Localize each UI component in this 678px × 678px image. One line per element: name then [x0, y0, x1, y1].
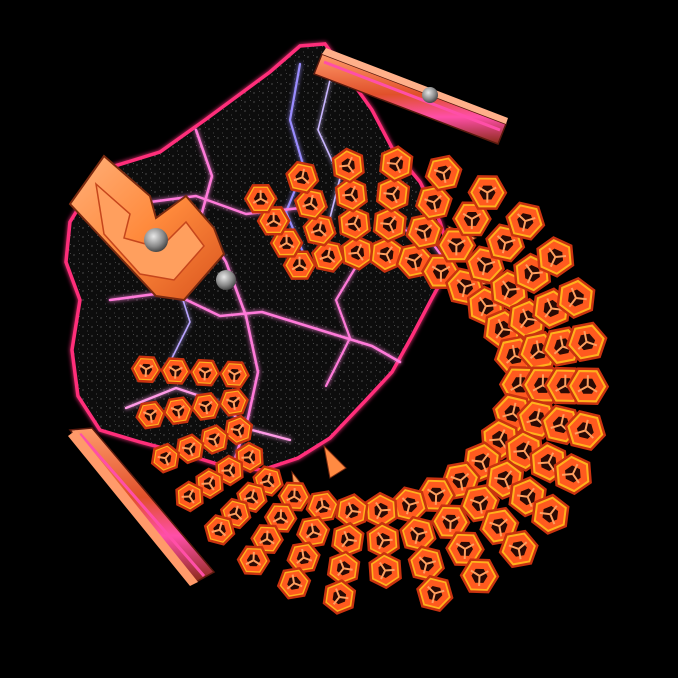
honeycomb-cell — [250, 524, 284, 554]
honeycomb-cell — [375, 175, 411, 213]
honeycomb-cell — [564, 410, 607, 451]
starry-panel — [64, 42, 454, 472]
honeycomb-cell — [366, 521, 400, 560]
honeycomb-cell — [364, 491, 398, 529]
honeycomb-cell — [175, 480, 204, 513]
honeycomb-cell — [215, 454, 244, 487]
wrench — [68, 154, 236, 302]
honeycomb-cell — [130, 355, 162, 384]
honeycomb-cell — [276, 566, 312, 600]
honeycomb-cell — [335, 493, 369, 529]
honeycomb-cell — [337, 205, 372, 242]
honeycomb-cell — [436, 227, 477, 263]
honeycomb-cell — [310, 239, 346, 273]
honeycomb-cell — [277, 481, 312, 512]
screw-ring — [216, 270, 236, 290]
honeycomb-cell — [553, 452, 592, 496]
honeycomb-cell — [135, 400, 166, 430]
screw-top — [422, 87, 438, 103]
honeycomb-cell — [286, 541, 321, 574]
honeycomb-cell — [516, 398, 558, 440]
honeycomb-cell — [236, 545, 271, 576]
honeycomb-cell — [372, 205, 407, 243]
honeycomb-cell — [190, 392, 222, 421]
honeycomb-cell — [160, 357, 191, 385]
honeycomb-cell — [162, 396, 194, 426]
honeycomb-cell — [219, 360, 250, 389]
honeycomb-ring — [130, 145, 610, 615]
honeycomb-cell — [430, 504, 471, 540]
honeycomb-cell — [368, 551, 402, 590]
honeycomb-cell — [379, 145, 414, 183]
honeycomb-cell — [416, 574, 454, 612]
honeycomb-cell — [536, 236, 575, 278]
honeycomb-cell — [203, 514, 236, 546]
honeycomb-cell — [269, 228, 304, 258]
honeycomb-cell — [175, 433, 205, 465]
honeycomb-cell — [340, 234, 375, 271]
honeycomb-cell — [235, 441, 264, 474]
honeycomb-cell — [263, 502, 298, 533]
honeycomb-cell — [505, 201, 546, 241]
screw-wrench — [144, 228, 168, 252]
honeycomb-cell — [414, 183, 453, 221]
honeycomb-cell — [399, 515, 437, 553]
honeycomb-cell — [565, 321, 608, 363]
honeycomb-cell — [369, 235, 404, 274]
honeycomb-cell — [498, 529, 539, 569]
honeycomb-cell — [331, 521, 365, 558]
honeycomb-cell — [407, 545, 446, 583]
plank-top — [313, 48, 508, 145]
honeycomb-cell — [322, 579, 357, 615]
honeycomb-cell — [189, 358, 221, 387]
honeycomb-cell — [195, 467, 224, 500]
honeycomb-cell — [513, 252, 552, 295]
honeycomb-cell — [305, 490, 340, 523]
honeycomb-cell — [416, 477, 456, 513]
honeycomb-cell — [334, 176, 368, 213]
honeycomb-cell — [223, 414, 254, 446]
honeycomb-cell — [424, 154, 463, 192]
honeycomb-cell — [467, 175, 508, 210]
honeycomb-cell — [556, 276, 596, 320]
honeycomb-cell — [405, 213, 444, 250]
honeycomb-cell — [199, 424, 229, 455]
honeycomb-cell — [218, 387, 249, 417]
honeycomb-cell — [150, 442, 181, 474]
honeycomb-cell — [243, 184, 278, 214]
honeycomb-cell — [293, 187, 329, 221]
honeycomb-cell — [326, 550, 361, 587]
honeycomb-cell — [531, 493, 570, 535]
honeycomb-cell — [459, 558, 500, 594]
honeycomb-cell — [256, 206, 291, 236]
honeycomb-cell — [302, 213, 337, 247]
plank-bottom — [68, 427, 216, 586]
honeycomb-cell — [295, 515, 331, 549]
honeycomb-cell — [451, 201, 492, 237]
honeycomb-cell — [331, 147, 365, 184]
honeycomb-cell — [445, 531, 485, 567]
honeycomb-cell — [566, 367, 610, 405]
honeycomb-cell — [285, 160, 320, 195]
honeycomb-cell — [282, 250, 317, 280]
